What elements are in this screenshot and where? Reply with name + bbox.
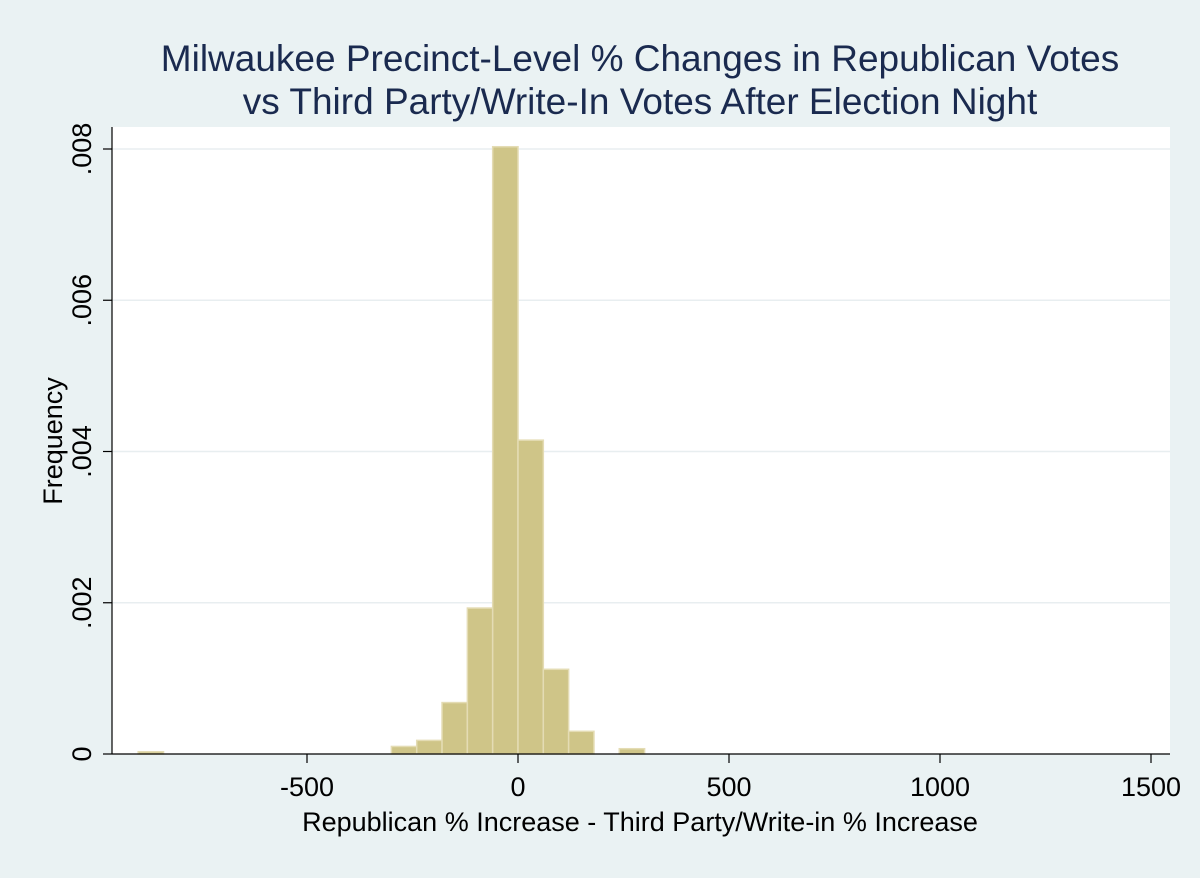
- histogram-bar: [390, 745, 418, 755]
- y-tick-label: .006: [67, 274, 97, 327]
- axes: [111, 127, 1170, 755]
- x-tick-label: 1500: [1121, 772, 1181, 802]
- tick-labels: -500 0 500 1000 1500 0 .002 .004 .006 .008: [67, 123, 1181, 802]
- y-tick-label: .004: [67, 425, 97, 478]
- y-tick-label: 0: [67, 746, 97, 761]
- chart-title-line-1: Milwaukee Precinct-Level % Changes in Re…: [161, 38, 1119, 79]
- x-tick-label: -500: [280, 772, 334, 802]
- x-tick-label: 0: [510, 772, 525, 802]
- y-tick-label: .002: [67, 576, 97, 629]
- histogram-bars: [137, 145, 646, 755]
- grid-lines: [112, 148, 1170, 604]
- y-tick-label: .008: [67, 123, 97, 176]
- histogram-bar: [618, 747, 646, 755]
- histogram-bar: [466, 607, 494, 755]
- x-axis-label: Republican % Increase - Third Party/Writ…: [302, 807, 978, 837]
- x-tick-label: 500: [706, 772, 751, 802]
- histogram-bar: [441, 701, 469, 755]
- y-axis-label: Frequency: [38, 377, 68, 505]
- x-tick-label: 1000: [910, 772, 970, 802]
- histogram-bar: [567, 730, 595, 755]
- histogram-bar: [517, 439, 545, 755]
- chart-title-line-2: vs Third Party/Write-In Votes After Elec…: [243, 81, 1038, 122]
- histogram-bar: [542, 668, 570, 755]
- plot-area: [112, 127, 1170, 754]
- histogram-bar: [415, 739, 443, 755]
- histogram-bar: [491, 145, 519, 755]
